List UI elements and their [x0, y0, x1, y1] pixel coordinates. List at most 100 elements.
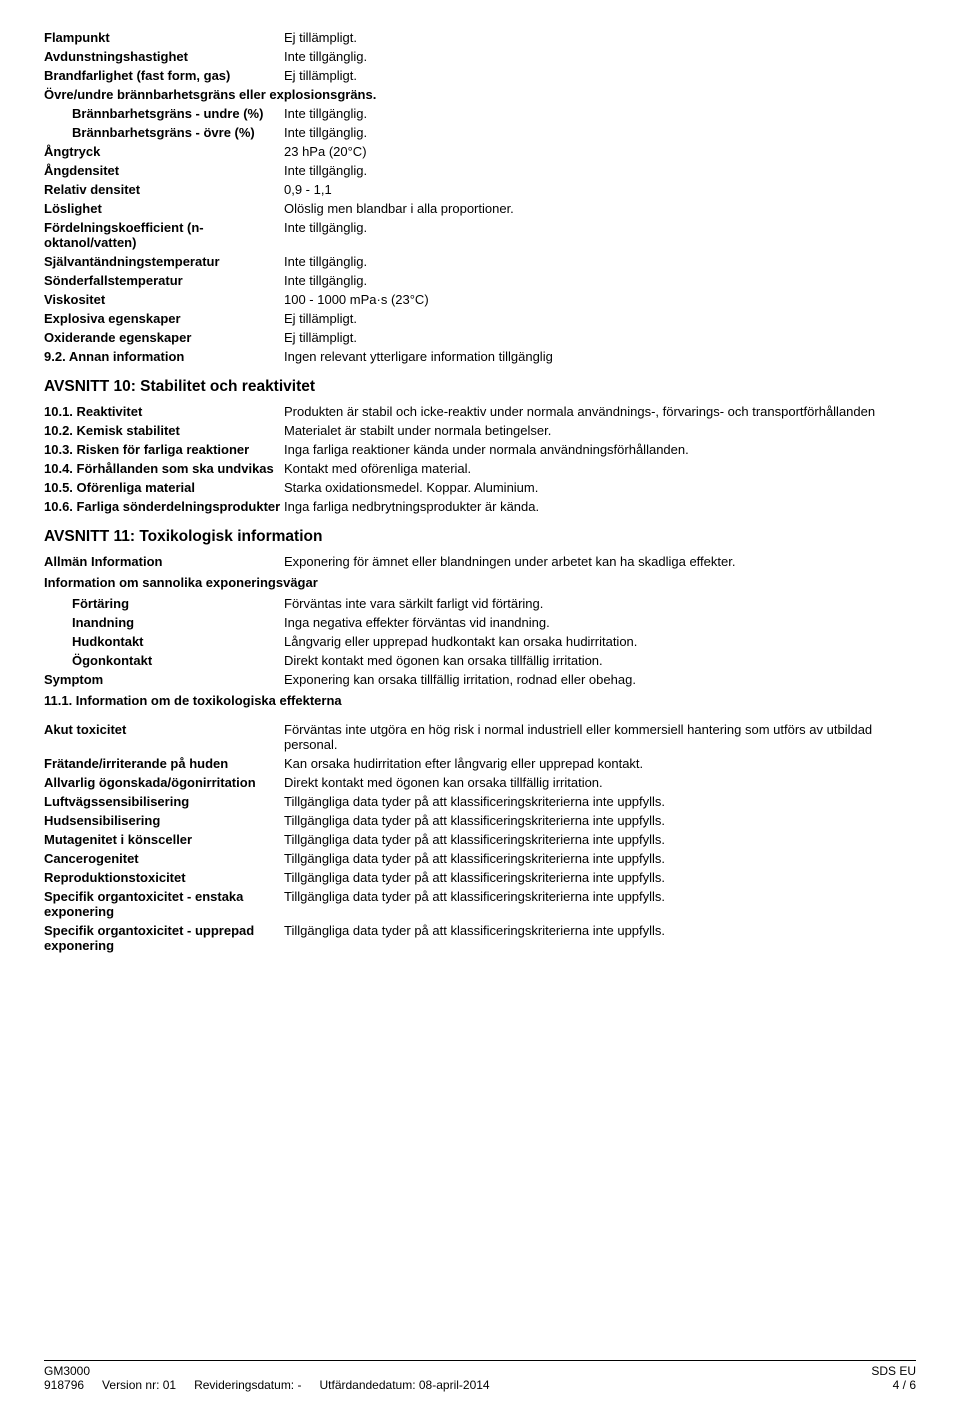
row-avdunst: Avdunstningshastighet Inte tillgänglig. [44, 49, 916, 64]
label: Akut toxicitet [44, 722, 284, 752]
label: Brännbarhetsgräns - övre (%) [44, 125, 284, 140]
label: Frätande/irriterande på huden [44, 756, 284, 771]
value: 0,9 - 1,1 [284, 182, 916, 197]
label: Självantändningstemperatur [44, 254, 284, 269]
footer-ver: Version nr: 01 [102, 1378, 176, 1392]
row-flampunkt: Flampunkt Ej tillämpligt. [44, 30, 916, 45]
value: Inte tillgänglig. [284, 106, 916, 121]
value: Inte tillgänglig. [284, 125, 916, 140]
value: Direkt kontakt med ögonen kan orsaka til… [284, 653, 916, 668]
label: Brännbarhetsgräns - undre (%) [44, 106, 284, 121]
label: 9.2. Annan information [44, 349, 284, 364]
label: Sönderfallstemperatur [44, 273, 284, 288]
label: 10.1. Reaktivitet [44, 404, 284, 419]
value: Ej tillämpligt. [284, 330, 916, 345]
footer-page: 4 / 6 [893, 1378, 916, 1392]
label: Oxiderande egenskaper [44, 330, 284, 345]
label: Flampunkt [44, 30, 284, 45]
row-10-1: 10.1. Reaktivitet Produkten är stabil oc… [44, 404, 916, 419]
label: 10.2. Kemisk stabilitet [44, 423, 284, 438]
value: Tillgängliga data tyder på att klassific… [284, 889, 916, 919]
value: Inga negativa effekter förväntas vid ina… [284, 615, 916, 630]
row-allman: Allmän Information Exponering för ämnet … [44, 554, 916, 569]
value: Kan orsaka hudirritation efter långvarig… [284, 756, 916, 771]
row-10-6: 10.6. Farliga sönderdelningsprodukter In… [44, 499, 916, 514]
label: Förtäring [44, 596, 284, 611]
label: Viskositet [44, 292, 284, 307]
row-sonderfall: Sönderfallstemperatur Inte tillgänglig. [44, 273, 916, 288]
value: Inte tillgänglig. [284, 273, 916, 288]
value: Ej tillämpligt. [284, 311, 916, 326]
label: Brandfarlighet (fast form, gas) [44, 68, 284, 83]
label: Explosiva egenskaper [44, 311, 284, 326]
value: Inte tillgänglig. [284, 163, 916, 178]
value: Förväntas inte utgöra en hög risk i norm… [284, 722, 916, 752]
value: Tillgängliga data tyder på att klassific… [284, 870, 916, 885]
label: Inandning [44, 615, 284, 630]
label: Luftvägssensibilisering [44, 794, 284, 809]
footer-left: 918796 Version nr: 01 Revideringsdatum: … [44, 1378, 490, 1392]
row-undre: Brännbarhetsgräns - undre (%) Inte tillg… [44, 106, 916, 121]
exp-routes-header: Information om sannolika exponeringsväga… [44, 575, 916, 590]
footer-sds: SDS EU [871, 1364, 916, 1378]
footer-row-1: GM3000 SDS EU [44, 1364, 916, 1378]
label: Allvarlig ögonskada/ögonirritation [44, 775, 284, 790]
value: Produkten är stabil och icke-reaktiv und… [284, 404, 916, 419]
row-oxid: Oxiderande egenskaper Ej tillämpligt. [44, 330, 916, 345]
row-sjalvant: Självantändningstemperatur Inte tillgäng… [44, 254, 916, 269]
value: Tillgängliga data tyder på att klassific… [284, 832, 916, 847]
value: 23 hPa (20°C) [284, 144, 916, 159]
row-hudkontakt: Hudkontakt Långvarig eller upprepad hudk… [44, 634, 916, 649]
row-viskositet: Viskositet 100 - 1000 mPa·s (23°C) [44, 292, 916, 307]
footer-doc: 918796 [44, 1378, 84, 1392]
label: Symptom [44, 672, 284, 687]
row-fratande: Frätande/irriterande på huden Kan orsaka… [44, 756, 916, 771]
value: Kontakt med oförenliga material. [284, 461, 916, 476]
row-brandfar: Brandfarlighet (fast form, gas) Ej tillä… [44, 68, 916, 83]
section-11-title: AVSNITT 11: Toxikologisk information [44, 528, 916, 546]
section-10-title: AVSNITT 10: Stabilitet och reaktivitet [44, 378, 916, 396]
label: Ångtryck [44, 144, 284, 159]
label: 10.5. Oförenliga material [44, 480, 284, 495]
value: Tillgängliga data tyder på att klassific… [284, 813, 916, 828]
value: Exponering kan orsaka tillfällig irritat… [284, 672, 916, 687]
row-mutagen: Mutagenitet i könsceller Tillgängliga da… [44, 832, 916, 847]
value: Förväntas inte vara särkilt farligt vid … [284, 596, 916, 611]
value: Tillgängliga data tyder på att klassific… [284, 794, 916, 809]
row-fortaring: Förtäring Förväntas inte vara särkilt fa… [44, 596, 916, 611]
label: 10.3. Risken för farliga reaktioner [44, 442, 284, 457]
row-10-3: 10.3. Risken för farliga reaktioner Inga… [44, 442, 916, 457]
row-akut: Akut toxicitet Förväntas inte utgöra en … [44, 722, 916, 752]
value: Inte tillgänglig. [284, 254, 916, 269]
value: Ej tillämpligt. [284, 68, 916, 83]
value: Olöslig men blandbar i alla proportioner… [284, 201, 916, 216]
label: Cancerogenitet [44, 851, 284, 866]
tox-effects-header: 11.1. Information om de toxikologiska ef… [44, 693, 916, 708]
label: 10.4. Förhållanden som ska undvikas [44, 461, 284, 476]
label: Löslighet [44, 201, 284, 216]
value: Direkt kontakt med ögonen kan orsaka til… [284, 775, 916, 790]
value: Exponering för ämnet eller blandningen u… [284, 554, 916, 569]
row-10-4: 10.4. Förhållanden som ska undvikas Kont… [44, 461, 916, 476]
row-10-5: 10.5. Oförenliga material Starka oxidati… [44, 480, 916, 495]
value: Starka oxidationsmedel. Koppar. Aluminiu… [284, 480, 916, 495]
value: Tillgängliga data tyder på att klassific… [284, 851, 916, 866]
value: Ej tillämpligt. [284, 30, 916, 45]
row-inandning: Inandning Inga negativa effekter förvänt… [44, 615, 916, 630]
row-annan: 9.2. Annan information Ingen relevant yt… [44, 349, 916, 364]
row-angdensitet: Ångdensitet Inte tillgänglig. [44, 163, 916, 178]
label: Fördelningskoefficient (n-oktanol/vatten… [44, 220, 284, 250]
label: Hudsensibilisering [44, 813, 284, 828]
row-cancer: Cancerogenitet Tillgängliga data tyder p… [44, 851, 916, 866]
row-angtryck: Ångtryck 23 hPa (20°C) [44, 144, 916, 159]
row-loslighet: Löslighet Olöslig men blandbar i alla pr… [44, 201, 916, 216]
value: Inga farliga nedbrytningsprodukter är kä… [284, 499, 916, 514]
row-luftvag: Luftvägssensibilisering Tillgängliga dat… [44, 794, 916, 809]
label: 10.6. Farliga sönderdelningsprodukter [44, 499, 284, 514]
label: Mutagenitet i könsceller [44, 832, 284, 847]
row-allvarlig: Allvarlig ögonskada/ögonirritation Direk… [44, 775, 916, 790]
label: Hudkontakt [44, 634, 284, 649]
footer-row-2: 918796 Version nr: 01 Revideringsdatum: … [44, 1378, 916, 1392]
value: Inte tillgänglig. [284, 220, 916, 250]
spacer [44, 714, 916, 722]
